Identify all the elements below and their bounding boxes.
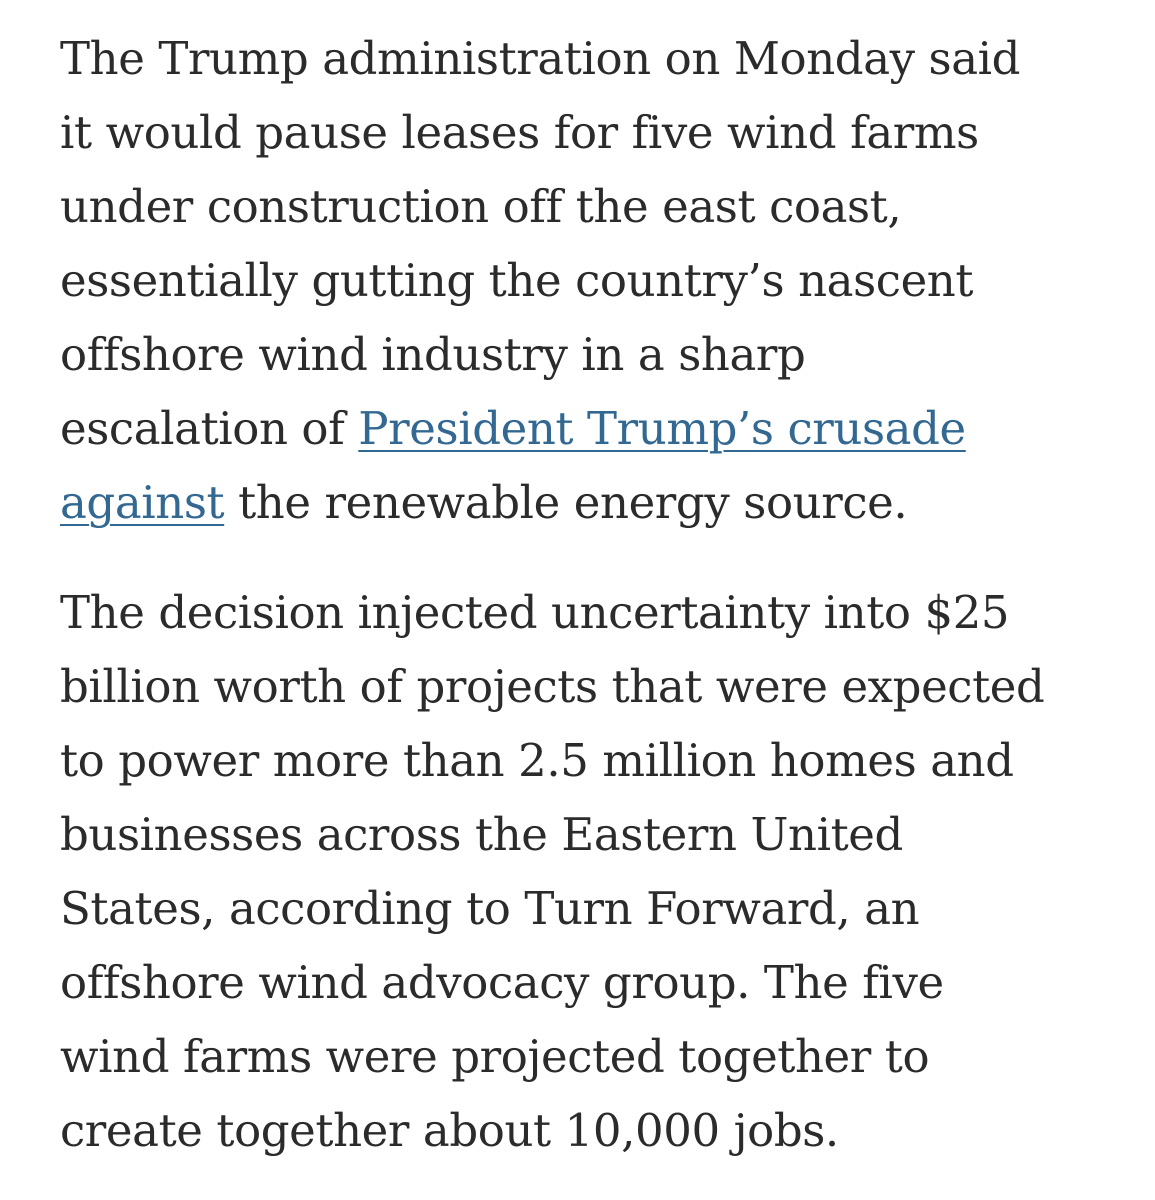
paragraph-1: The Trump administration on Monday said …: [60, 22, 1130, 540]
paragraph-line: to power more than 2.5 million homes and: [60, 734, 1014, 787]
paragraph-line: offshore wind industry in a sharp: [60, 328, 806, 381]
paragraph-line: The Trump administration on Monday said: [60, 32, 1021, 85]
paragraph-line: create together about 10,000 jobs.: [60, 1104, 839, 1157]
line-text: the renewable energy source.: [224, 476, 908, 529]
paragraph-spacer: [60, 540, 1130, 576]
paragraph-line: offshore wind advocacy group. The five: [60, 956, 944, 1009]
paragraph-line: The decision injected uncertainty into $…: [60, 586, 1010, 639]
paragraph-line: under construction off the east coast,: [60, 180, 902, 233]
paragraph-line: it would pause leases for five wind farm…: [60, 106, 979, 159]
paragraph-line: escalation of President Trump’s crusade: [60, 392, 1130, 466]
crusade-article-link[interactable]: President Trump’s crusade: [358, 402, 966, 455]
line-text: escalation of: [60, 402, 359, 455]
paragraph-line: businesses across the Eastern United: [60, 808, 903, 861]
paragraph-line: against the renewable energy source.: [60, 466, 1130, 540]
crusade-article-link-continued[interactable]: against: [60, 476, 225, 529]
paragraph-line: wind farms were projected together to: [60, 1030, 930, 1083]
article-body: The Trump administration on Monday said …: [60, 22, 1130, 1168]
paragraph-2: The decision injected uncertainty into $…: [60, 576, 1130, 1168]
paragraph-line: billion worth of projects that were expe…: [60, 660, 1045, 713]
paragraph-line: essentially gutting the country’s nascen…: [60, 254, 974, 307]
paragraph-line: States, according to Turn Forward, an: [60, 882, 920, 935]
